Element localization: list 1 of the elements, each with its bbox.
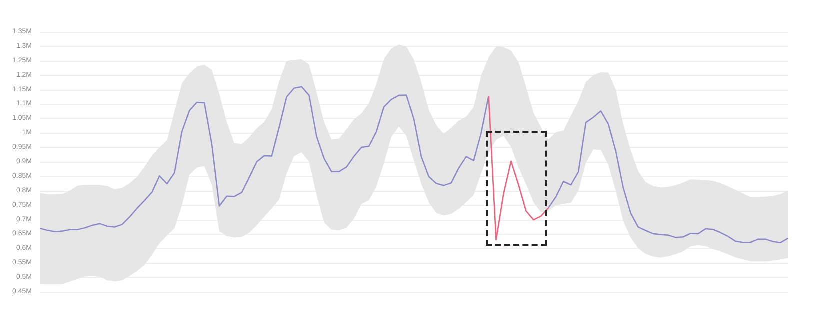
line-series [488, 95, 550, 241]
